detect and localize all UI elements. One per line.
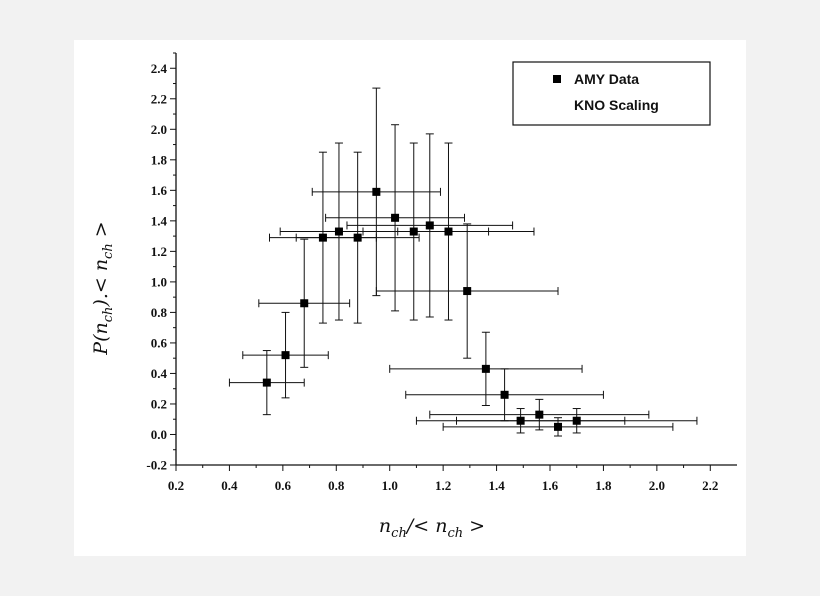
y-tick-label: 2.0 — [151, 122, 167, 137]
x-tick-label: 1.6 — [542, 478, 559, 493]
y-tick-label: 0.0 — [151, 427, 167, 442]
x-tick-label: 2.2 — [702, 478, 718, 493]
y-tick-label: 1.8 — [151, 152, 168, 167]
data-point — [516, 416, 525, 425]
legend: AMY Data KNO Scaling — [512, 61, 711, 126]
data-point — [554, 422, 563, 431]
x-tick-label: 1.0 — [382, 478, 398, 493]
y-tick-label: -0.2 — [146, 458, 167, 473]
data-point — [372, 187, 381, 196]
data-markers — [262, 187, 581, 431]
data-point — [300, 299, 309, 308]
data-point — [535, 410, 544, 419]
legend-marker-amy-data — [553, 75, 561, 83]
x-tick-label: 0.8 — [328, 478, 345, 493]
data-point — [353, 233, 362, 242]
data-point — [409, 227, 418, 236]
y-ticks: -0.2 0.0 0.2 0.4 0.6 0.8 1.0 1.2 1.4 1.6 1.8 2.0 2.2… — [146, 52, 176, 473]
data-point — [281, 351, 290, 360]
error-bars — [228, 87, 698, 437]
data-point — [463, 287, 472, 296]
chart-panel: 0.2 0.4 0.6 0.8 1.0 1.2 1.4 1.6 1.8 2.0 2.2 -0.2 0.… — [74, 40, 746, 556]
data-point — [444, 227, 453, 236]
y-tick-label: 1.2 — [151, 244, 167, 259]
legend-box — [512, 61, 711, 126]
y-tick-label: 0.6 — [151, 335, 168, 350]
data-point — [391, 213, 400, 222]
x-tick-label: 0.4 — [221, 478, 238, 493]
x-tick-label: 0.2 — [168, 478, 184, 493]
data-point — [481, 364, 490, 373]
data-point — [318, 233, 327, 242]
data-point — [500, 390, 509, 399]
x-tick-label: 1.8 — [595, 478, 612, 493]
x-axis-title: nch/< nch > — [379, 515, 485, 541]
y-tick-label: 2.2 — [151, 91, 167, 106]
axes — [175, 53, 737, 466]
data-point — [262, 378, 271, 387]
x-tick-label: 1.2 — [435, 478, 451, 493]
legend-label-amy-data: AMY Data — [574, 71, 639, 87]
x-tick-label: 0.6 — [275, 478, 292, 493]
y-tick-label: 0.8 — [151, 305, 168, 320]
y-axis-title: P(nch).< nch > — [90, 221, 116, 355]
y-tick-label: 1.0 — [151, 274, 167, 289]
y-tick-label: 2.4 — [151, 61, 168, 76]
y-tick-label: 0.2 — [151, 396, 167, 411]
y-tick-label: 1.4 — [151, 213, 168, 228]
data-point — [425, 221, 434, 230]
x-tick-label: 1.4 — [488, 478, 505, 493]
y-tick-label: 1.6 — [151, 183, 168, 198]
data-point — [334, 227, 343, 236]
x-ticks: 0.2 0.4 0.6 0.8 1.0 1.2 1.4 1.6 1.8 2.0 2.2 — [168, 465, 718, 493]
data-point — [572, 416, 581, 425]
y-tick-label: 0.4 — [151, 366, 168, 381]
x-tick-label: 2.0 — [649, 478, 665, 493]
scatter-plot: 0.2 0.4 0.6 0.8 1.0 1.2 1.4 1.6 1.8 2.0 2.2 -0.20.… — [90, 52, 737, 541]
legend-label-kno-scaling: KNO Scaling — [574, 97, 659, 113]
